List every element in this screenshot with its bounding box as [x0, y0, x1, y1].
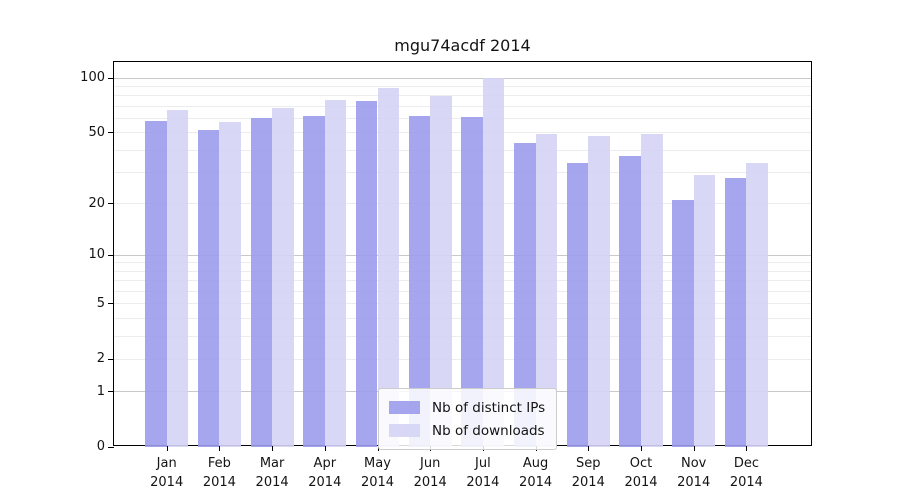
x-axis-tick-mark: [324, 446, 326, 451]
bar-distinct-ips-jun: [408, 115, 431, 447]
x-axis-label-aug: Aug 2014: [501, 454, 571, 492]
chart-title: mgu74acdf 2014: [394, 36, 531, 55]
bar-downloads-dec: [746, 162, 768, 447]
bar-distinct-ips-jan: [145, 120, 167, 447]
legend-label-distinct-ips: Nb of distinct IPs: [432, 399, 546, 416]
legend-swatch-downloads: [389, 424, 420, 437]
gridline-minor-70: [114, 105, 811, 107]
bar-downloads-apr: [324, 99, 347, 447]
plot-area: 100 50 20 10 5 2 1 0 Jan 2014 Feb 2014 Mar 2014 Apr 201…: [80, 61, 812, 490]
x-axis-label-may: May 2014: [343, 454, 413, 492]
x-axis-month: Feb: [207, 456, 231, 471]
bar-downloads-sep: [588, 135, 610, 447]
x-axis-label-oct: Oct 2014: [606, 454, 676, 492]
x-axis-label-dec: Dec 2014: [711, 454, 781, 492]
bar-downloads-aug: [535, 134, 558, 447]
bar-distinct-ips-dec: [724, 177, 747, 447]
y-axis-tick-label-0: 0: [96, 439, 105, 454]
x-axis-month: Nov: [681, 456, 707, 471]
x-axis-month: Jul: [475, 456, 491, 471]
legend-swatch-distinct-ips: [389, 401, 420, 414]
gridline-minor-90: [114, 85, 811, 87]
x-axis-year: 2014: [360, 475, 395, 490]
x-axis-month: May: [364, 456, 391, 471]
x-axis-year: 2014: [571, 475, 605, 490]
x-axis-label-jun: Jun 2014: [395, 454, 465, 492]
x-axis-tick-mark: [641, 446, 642, 451]
bar-distinct-ips-nov: [672, 199, 694, 447]
x-axis-year: 2014: [150, 475, 184, 490]
x-axis-month: Jun: [420, 456, 441, 471]
x-axis-month: Dec: [733, 456, 759, 471]
x-axis-label-feb: Feb 2014: [184, 454, 254, 492]
x-axis-tick-mark: [588, 446, 590, 451]
x-axis-year: 2014: [519, 475, 553, 490]
y-axis-tick-label-10: 10: [88, 247, 105, 263]
bar-downloads-mar: [272, 108, 294, 447]
x-axis-tick-mark: [746, 446, 748, 451]
bar-distinct-ips-mar: [250, 118, 273, 447]
bar-distinct-ips-oct: [619, 156, 641, 447]
gridline-minor-80: [114, 95, 811, 97]
x-axis-label-nov: Nov 2014: [659, 454, 729, 492]
bar-downloads-jan: [166, 109, 189, 447]
bar-downloads-jun: [430, 95, 452, 447]
bar-downloads-jul: [482, 78, 505, 447]
y-axis-tick-mark: [108, 77, 114, 79]
y-axis-tick-mark: [108, 446, 114, 448]
bar-distinct-ips-jul: [461, 117, 483, 447]
bar-distinct-ips-sep: [566, 162, 589, 447]
x-axis-year: 2014: [308, 475, 342, 490]
legend: Nb of distinct IPs Nb of downloads: [378, 388, 558, 450]
y-axis-tick-label-1: 1: [96, 383, 105, 399]
x-axis-label-sep: Sep 2014: [553, 454, 623, 492]
bar-downloads-may: [377, 88, 400, 447]
x-axis-month: Sep: [576, 456, 601, 471]
x-axis-label-jan: Jan 2014: [132, 454, 202, 492]
x-axis-year: 2014: [729, 475, 763, 490]
gridline-major-100: [114, 77, 811, 79]
bar-downloads-nov: [693, 175, 716, 447]
bar-downloads-feb: [219, 122, 241, 447]
x-axis-label-apr: Apr 2014: [290, 454, 360, 492]
x-axis-year: 2014: [466, 475, 500, 490]
y-axis-tick-mark: [108, 358, 114, 360]
x-axis-tick-mark: [693, 446, 695, 451]
x-axis-month: Jan: [156, 456, 177, 471]
y-axis-tick-mark: [108, 254, 114, 256]
x-axis-year: 2014: [624, 475, 658, 490]
x-axis-tick-mark: [219, 446, 221, 451]
legend-item: Nb of downloads: [389, 419, 545, 442]
x-axis-month: Mar: [259, 456, 285, 471]
bar-downloads-oct: [641, 134, 663, 447]
bar-distinct-ips-may: [355, 100, 378, 447]
x-axis-year: 2014: [255, 475, 289, 490]
y-axis-tick-label-50: 50: [88, 124, 105, 140]
x-axis-label-jul: Jul 2014: [448, 454, 518, 492]
x-axis-month: Apr: [313, 456, 337, 471]
x-axis-year: 2014: [677, 475, 711, 490]
y-axis-tick-label-100: 100: [80, 70, 105, 85]
y-axis-tick-mark: [108, 203, 114, 205]
bar-distinct-ips-feb: [197, 129, 220, 447]
x-axis-month: Aug: [522, 456, 549, 471]
legend-label-downloads: Nb of downloads: [432, 422, 545, 439]
y-axis-tick-label-20: 20: [88, 195, 105, 211]
y-axis-tick-mark: [108, 391, 114, 393]
x-axis-label-mar: Mar 2014: [237, 454, 307, 492]
x-axis-tick-mark: [166, 446, 168, 451]
y-axis-tick-label-2: 2: [96, 351, 105, 367]
x-axis-year: 2014: [413, 475, 447, 490]
legend-item: Nb of distinct IPs: [389, 396, 545, 419]
x-axis-tick-mark: [272, 446, 274, 451]
y-axis-tick-label-5: 5: [96, 295, 105, 311]
y-axis-tick-mark: [108, 132, 114, 134]
y-axis-tick-mark: [108, 303, 114, 305]
bar-distinct-ips-aug: [514, 142, 536, 447]
x-axis-month: Oct: [629, 456, 653, 471]
x-axis-year: 2014: [202, 475, 236, 490]
bar-distinct-ips-apr: [303, 115, 325, 447]
